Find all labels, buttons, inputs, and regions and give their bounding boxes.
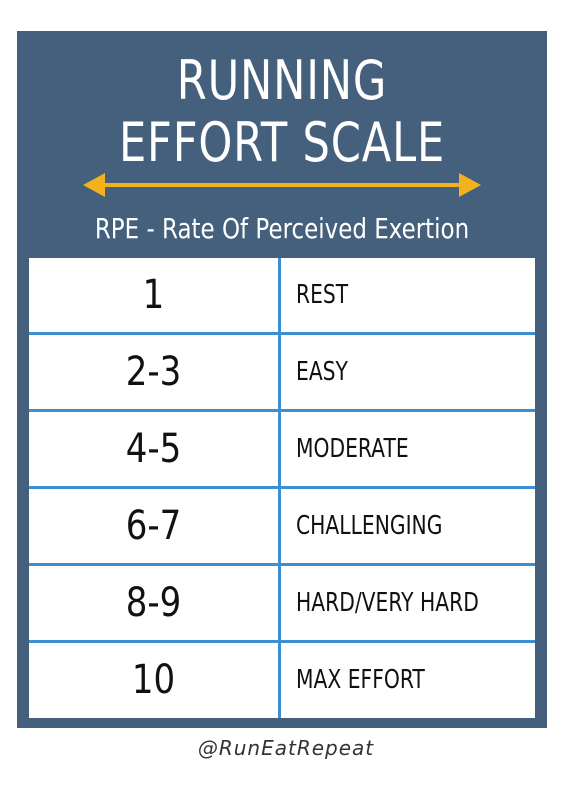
effort-description: REST: [278, 258, 535, 332]
effort-description-text: MAX EFFORT: [296, 665, 425, 695]
table-row: 6-7 CHALLENGING: [29, 489, 535, 563]
row-divider: [29, 409, 535, 412]
table-row: 4-5 MODERATE: [29, 412, 535, 486]
effort-description: CHALLENGING: [278, 489, 535, 563]
subtitle: RPE - Rate Of Perceived Exertion: [94, 212, 470, 245]
table-row: 1 REST: [29, 258, 535, 332]
double-arrow-icon: [83, 173, 481, 197]
effort-description-text: HARD/VERY HARD: [296, 588, 479, 618]
effort-description-text: CHALLENGING: [296, 511, 443, 541]
table-row: 8-9 HARD/VERY HARD: [29, 566, 535, 640]
rpe-value: 4-5: [125, 426, 182, 472]
effort-description-text: MODERATE: [296, 434, 409, 464]
footer-handle: @RunEatRepeat: [197, 736, 375, 760]
effort-description-text: REST: [296, 280, 349, 310]
column-divider: [278, 258, 281, 718]
title-line-1: RUNNING: [176, 49, 388, 112]
rpe-value: 1: [142, 272, 165, 318]
effort-description: MAX EFFORT: [278, 643, 535, 717]
title-line-2: EFFORT SCALE: [118, 111, 446, 174]
effort-description: MODERATE: [278, 412, 535, 486]
effort-table: 1 REST 2-3 EASY 4-5 MODERATE 6-7 CHALLEN…: [29, 258, 535, 718]
row-divider: [29, 563, 535, 566]
table-row: 10 MAX EFFORT: [29, 643, 535, 717]
effort-description: EASY: [278, 335, 535, 409]
effort-description: HARD/VERY HARD: [278, 566, 535, 640]
row-divider: [29, 486, 535, 489]
rpe-value: 8-9: [125, 580, 182, 626]
row-divider: [29, 640, 535, 643]
rpe-value: 2-3: [125, 349, 182, 395]
rpe-value: 10: [131, 657, 176, 703]
effort-scale-card: RUNNING EFFORT SCALE RPE - Rate Of Perce…: [17, 31, 547, 728]
effort-description-text: EASY: [296, 357, 348, 387]
row-divider: [29, 332, 535, 335]
rpe-value: 6-7: [125, 503, 182, 549]
table-row: 2-3 EASY: [29, 335, 535, 409]
